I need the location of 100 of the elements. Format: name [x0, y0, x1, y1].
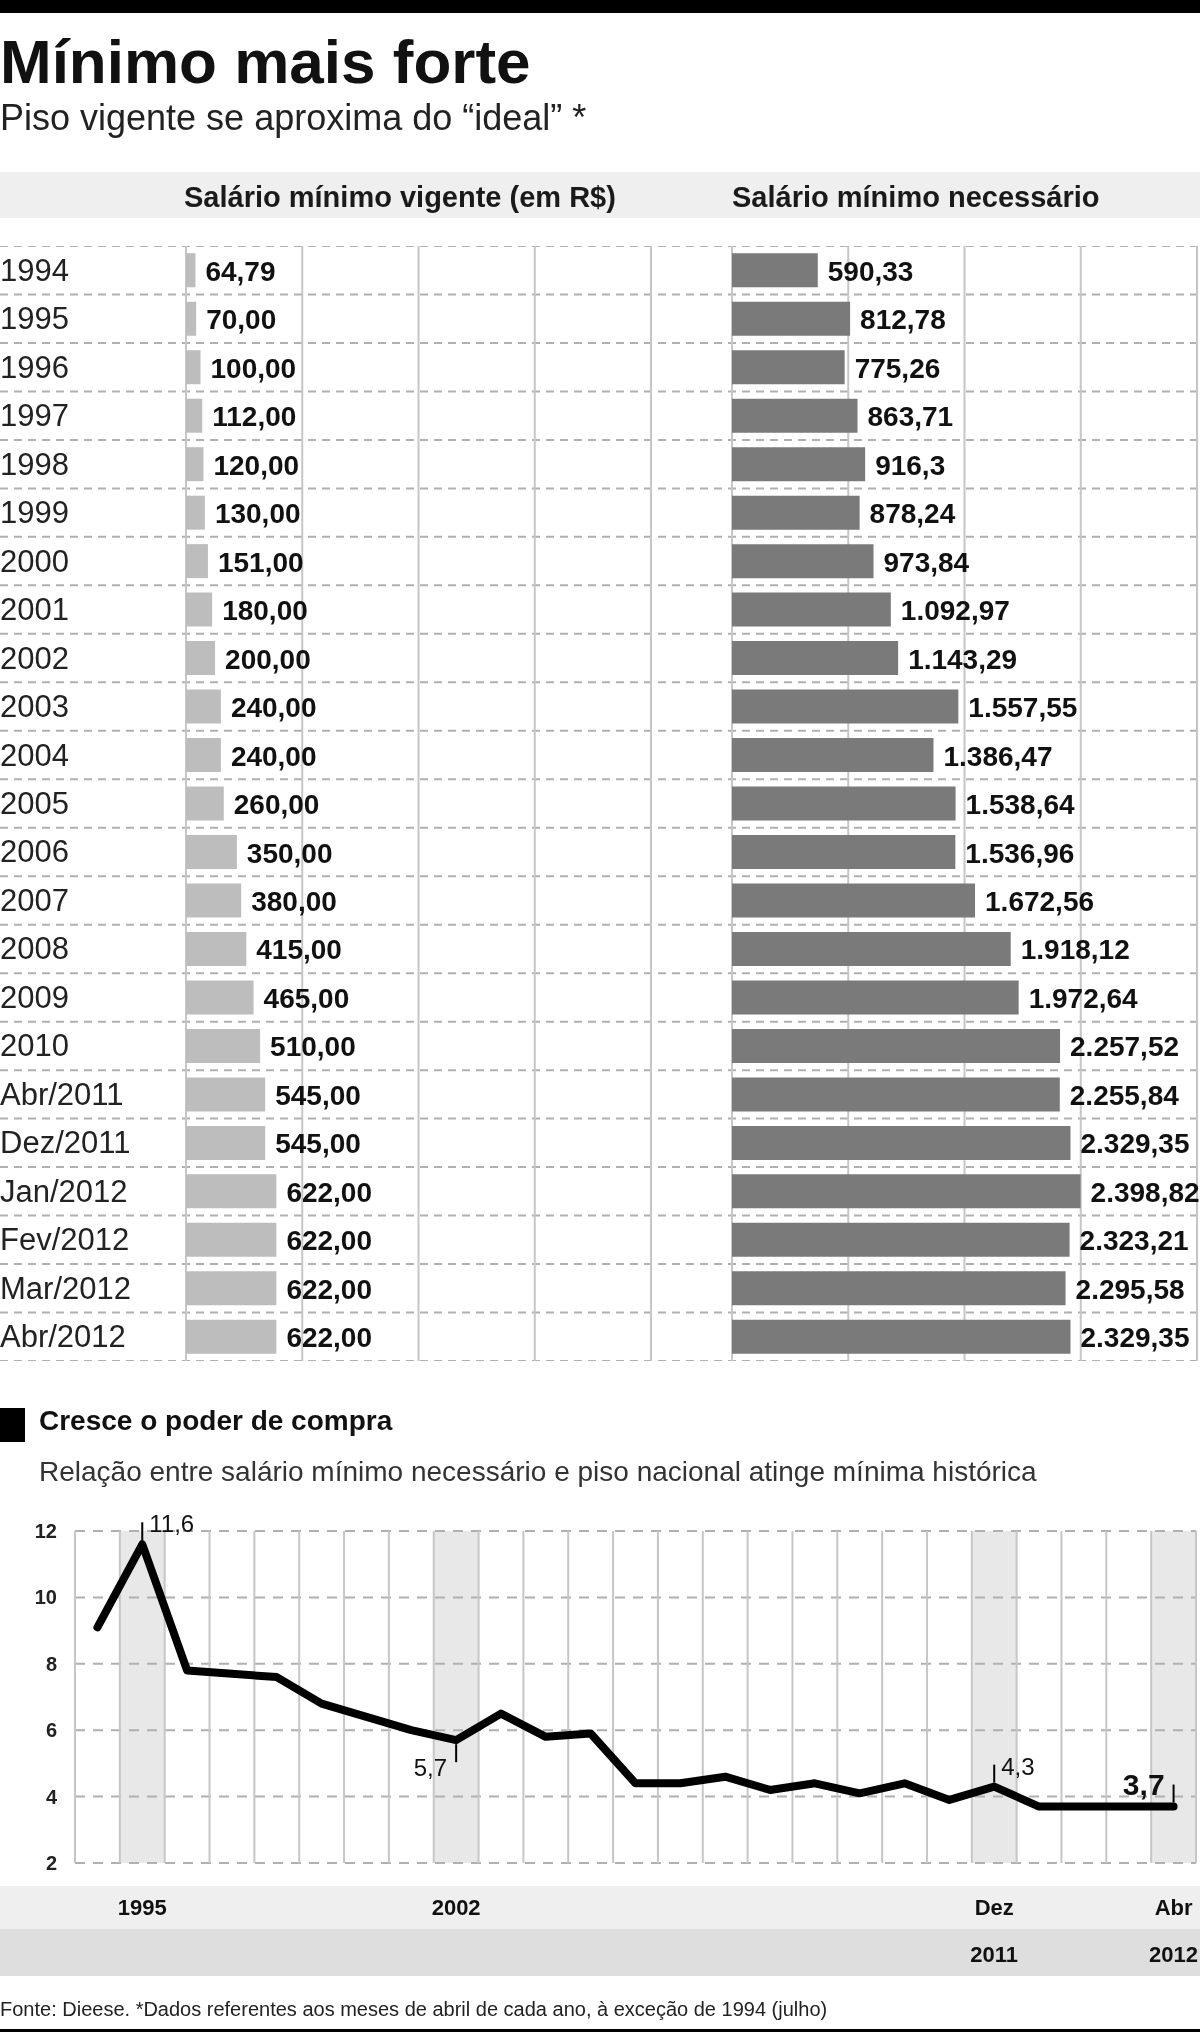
chart-subtitle: Relação entre salário mínimo necessário e piso nacional atinge mínima histórica: [39, 1456, 1037, 1488]
data-label: 240,00: [230, 692, 317, 724]
data-label: 2.329,35: [1080, 1322, 1190, 1354]
y-tick-label: 2007: [0, 882, 69, 918]
y-tick-label: 8: [45, 1652, 57, 1675]
chart-subtitle: Piso vigente se aproxima do “ideal” *: [0, 96, 587, 138]
data-label: 2.255,84: [1069, 1079, 1180, 1111]
bar: [732, 1028, 1061, 1063]
data-label: 1.918,12: [1020, 934, 1130, 966]
data-label: 151,00: [217, 546, 304, 578]
data-label: 2.329,35: [1080, 1128, 1190, 1160]
data-label: 510,00: [270, 1031, 356, 1063]
chart-title: Cresce o poder de compra: [39, 1405, 393, 1437]
y-tick-label: 2: [45, 1852, 57, 1874]
bar: [732, 1222, 1070, 1257]
y-tick-label: Mar/2012: [0, 1270, 131, 1306]
data-label: 916,3: [875, 449, 946, 481]
bar: [732, 883, 976, 918]
y-tick-label: 4: [45, 1785, 58, 1808]
data-label: 2.398,82: [1090, 1176, 1200, 1208]
data-label: 180,00: [222, 595, 308, 627]
data-label: 590,33: [827, 255, 914, 287]
data-label: 240,00: [230, 740, 317, 772]
y-tick-label: Fev/2012: [0, 1222, 130, 1258]
bar: [732, 738, 934, 773]
data-label: 380,00: [251, 885, 337, 917]
data-label: 1.557,55: [968, 692, 1078, 724]
bar: [732, 1319, 1071, 1354]
data-label: 120,00: [213, 449, 300, 481]
data-label: 2.295,58: [1075, 1273, 1185, 1305]
bar: [732, 786, 956, 821]
bar: [732, 544, 874, 579]
data-label: 2.323,21: [1079, 1225, 1189, 1257]
bar: [732, 835, 956, 870]
y-tick-label: Abr/2011: [0, 1076, 124, 1112]
y-tick-label: 2000: [0, 543, 69, 579]
y-tick-label: 2009: [0, 979, 69, 1015]
data-label: 350,00: [246, 837, 333, 869]
data-label: 863,71: [867, 401, 954, 433]
bar: [732, 689, 959, 724]
y-tick-label: 2002: [0, 640, 69, 676]
y-tick-label: 1997: [0, 398, 69, 434]
y-tick-label: Dez/2011: [0, 1125, 131, 1161]
x-axis-title: Salário mínimo necessário: [732, 180, 1100, 213]
y-tick-label: 12: [34, 1520, 57, 1542]
bar: [732, 641, 899, 676]
data-label: 1.538,64: [965, 789, 1075, 821]
data-label: 1.972,64: [1028, 982, 1139, 1014]
bar: [732, 1271, 1066, 1306]
y-tick-label: 2008: [0, 931, 69, 967]
bar: [732, 447, 866, 482]
y-tick-label: 2006: [0, 834, 69, 870]
bar: [732, 931, 1011, 966]
data-label: 973,84: [883, 546, 970, 578]
data-label: 112,00: [212, 401, 297, 433]
bar: [732, 398, 858, 433]
bar: [732, 980, 1019, 1015]
data-label: 415,00: [256, 934, 342, 966]
data-label: 545,00: [275, 1128, 361, 1160]
data-label: 622,00: [286, 1225, 373, 1257]
data-label: 5,7: [413, 1754, 448, 1782]
x-tick-label: Abr 2012: [1149, 1895, 1199, 1967]
data-label: 622,00: [286, 1176, 373, 1208]
x-axis-title: Salário mínimo vigente (em R$): [184, 180, 616, 213]
data-label: 1.672,56: [985, 885, 1095, 917]
bar: [732, 253, 818, 288]
y-tick-label: 1998: [0, 446, 69, 482]
bar: [732, 1077, 1060, 1112]
y-tick-label: 1995: [0, 301, 69, 337]
x-tick-label: 1995: [117, 1895, 167, 1920]
bar: [732, 301, 851, 336]
data-label: 775,26: [854, 352, 941, 384]
x-tick-label: Dez 2011: [970, 1895, 1019, 1967]
data-label: 1.092,97: [900, 595, 1010, 627]
y-tick-label: 2004: [0, 737, 69, 773]
chart-title: Mínimo mais forte: [0, 26, 531, 96]
data-label: 70,00: [206, 304, 277, 336]
data-label: 622,00: [286, 1273, 373, 1305]
data-label: 4,3: [1001, 1752, 1035, 1780]
x-tick-label: 2002: [431, 1895, 481, 1920]
y-tick-label: 10: [34, 1586, 57, 1609]
y-tick-label: 6: [45, 1719, 57, 1742]
data-label: 2.257,52: [1070, 1031, 1180, 1063]
bar: [732, 350, 845, 385]
y-tick-label: 2010: [0, 1028, 69, 1064]
data-label: 812,78: [860, 304, 946, 336]
data-label: 545,00: [275, 1079, 361, 1111]
data-label: 1.536,96: [965, 837, 1075, 869]
y-tick-label: 2001: [0, 592, 69, 628]
y-tick-label: Abr/2012: [0, 1319, 126, 1355]
bar: [732, 495, 860, 530]
data-label: 878,24: [869, 498, 956, 530]
data-label: 200,00: [225, 643, 311, 675]
source-note: Fonte: Dieese. *Dados referentes aos meses de abril de cada ano, à exceção de 1994 (julho): [0, 1998, 828, 2020]
data-label: 1.386,47: [943, 740, 1053, 772]
data-label: 465,00: [263, 982, 350, 1014]
data-label: 622,00: [286, 1322, 373, 1354]
y-tick-label: 2003: [0, 689, 69, 725]
bar: [732, 592, 891, 627]
bar: [732, 1125, 1071, 1160]
